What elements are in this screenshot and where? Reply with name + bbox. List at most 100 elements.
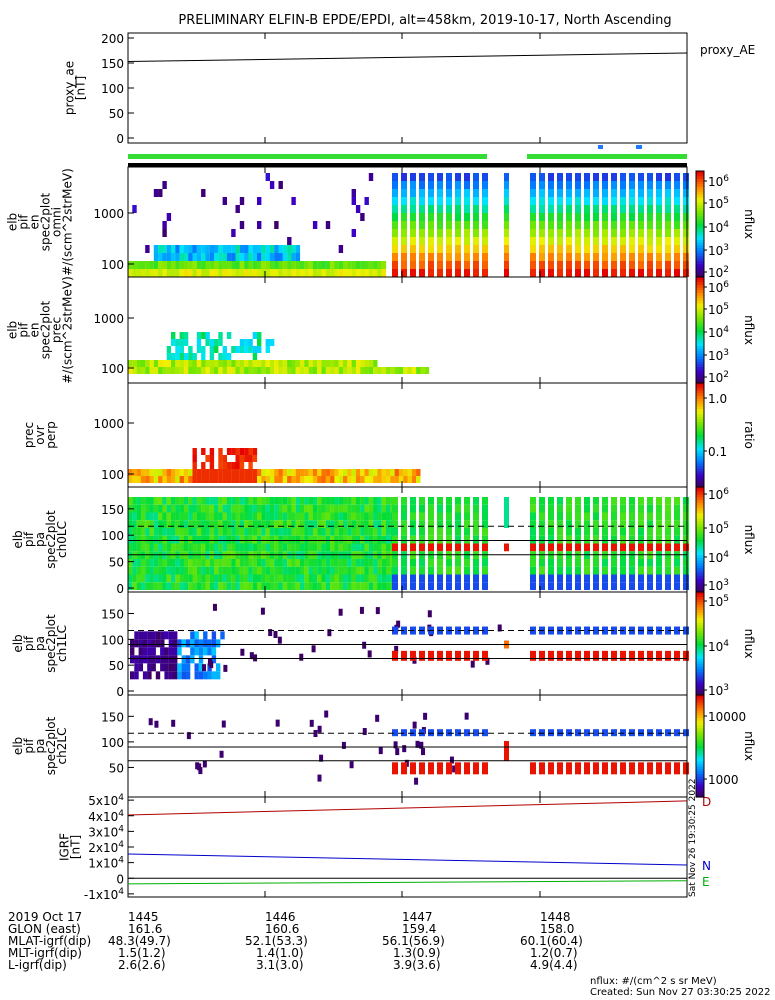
heatmap-cell [683, 197, 689, 205]
heatmap-cell [321, 528, 326, 536]
heatmap-cell [226, 462, 232, 469]
heatmap-cell [566, 181, 572, 189]
heatmap-cell [373, 528, 378, 536]
heatmap-cell [575, 543, 581, 552]
heatmap-cell [566, 197, 572, 205]
heatmap-cell [211, 671, 217, 680]
heatmap-cell [282, 543, 288, 552]
heatmap-cell [147, 647, 152, 656]
heatmap-cell [351, 543, 356, 552]
heatmap-cell [209, 476, 215, 483]
heatmap-cell [235, 535, 240, 544]
heatmap-cell [321, 261, 326, 269]
heatmap-cell [334, 574, 339, 583]
heatmap-cell [218, 332, 223, 339]
heatmap-cell [446, 559, 452, 567]
heatmap-cell [464, 712, 469, 720]
heatmap-cell [338, 528, 344, 536]
heatmap-cell [158, 520, 163, 528]
heatmap-cell [295, 261, 301, 269]
heatmap-cell [201, 582, 206, 590]
heatmap-cell [166, 213, 172, 221]
heatmap-cell [312, 367, 318, 374]
heatmap-cell [364, 543, 369, 552]
heatmap-cell [308, 559, 313, 567]
colorbar-swatch [696, 330, 704, 334]
heatmap-cell [211, 655, 217, 664]
heatmap-cell [128, 497, 133, 505]
heatmap-cell [282, 535, 288, 544]
colorbar-swatch [696, 791, 704, 796]
heatmap-cell [446, 205, 452, 213]
heatmap-cell [222, 497, 227, 505]
heatmap-cell [218, 559, 223, 567]
heatmap-cell [205, 528, 210, 536]
heatmap-cell [158, 582, 163, 590]
heatmap-cell [214, 543, 219, 552]
heatmap-cell [149, 367, 154, 374]
heatmap-cell [257, 261, 262, 269]
heatmap-cell [334, 261, 339, 269]
heatmap-cell [593, 729, 599, 737]
heatmap-cell [179, 566, 184, 575]
heatmap-cell [656, 520, 662, 528]
heatmap-cell [482, 520, 488, 528]
heatmap-cell [355, 582, 361, 590]
heatmap-cell [179, 353, 184, 360]
heatmap-cell [222, 360, 227, 367]
heatmap-cell [214, 497, 219, 505]
heatmap-cell [629, 650, 635, 661]
heatmap-cell [629, 213, 635, 221]
heatmap-cell [166, 520, 172, 528]
colorbar-swatch [696, 224, 704, 228]
heatmap-cell [145, 497, 150, 505]
colorbar-swatch [696, 184, 704, 188]
heatmap-cell [153, 512, 159, 521]
ylabel-spec2plot_ch1LC-line: pa [33, 636, 47, 651]
colorbar-swatch [696, 253, 704, 257]
colorbar-swatch [696, 578, 704, 583]
heatmap-cell [321, 360, 326, 367]
heatmap-cell [201, 261, 206, 269]
heatmap-cell [674, 566, 680, 575]
heatmap-cell [611, 221, 617, 229]
heatmap-cell [312, 582, 318, 590]
heatmap-cell [455, 528, 461, 536]
heatmap-cell [265, 535, 270, 544]
heatmap-cell [278, 574, 283, 583]
heatmap-cell [381, 367, 387, 374]
heatmap-cell [611, 237, 617, 245]
heatmap-cell [188, 504, 193, 513]
colorbar-swatch [696, 375, 704, 379]
heatmap-cell [683, 512, 689, 521]
colorbar-swatch [696, 380, 704, 384]
heatmap-cell [593, 197, 599, 205]
heatmap-cell [419, 181, 425, 189]
heatmap-cell [128, 476, 133, 483]
heatmap-cell [218, 253, 223, 261]
colorbar-swatch [696, 761, 704, 765]
colorbar-swatch [696, 651, 704, 655]
colorbar-swatch [696, 255, 704, 260]
heatmap-cell [231, 535, 236, 544]
heatmap-cell [674, 504, 680, 513]
heatmap-cell [244, 559, 249, 567]
heatmap-cell [235, 574, 240, 583]
heatmap-cell [136, 497, 141, 505]
heatmap-cell [482, 497, 488, 505]
heatmap-cell [304, 574, 309, 583]
heatmap-cell [611, 497, 617, 505]
heatmap-cell [392, 245, 398, 253]
heatmap-cell [179, 346, 184, 353]
heatmap-cell [557, 650, 563, 661]
heatmap-cell [183, 582, 189, 590]
heatmap-cell [231, 559, 236, 567]
colorbar-swatch [696, 345, 704, 350]
heatmap-cell [132, 512, 137, 521]
heatmap-cell [638, 189, 644, 197]
heatmap-cell [446, 237, 452, 245]
heatmap-cell [164, 631, 169, 640]
heatmap-cell [140, 504, 146, 513]
heatmap-cell [377, 566, 382, 575]
plot-title: PRELIMINARY ELFIN-B EPDE/EPDI, alt=458km… [178, 13, 671, 28]
